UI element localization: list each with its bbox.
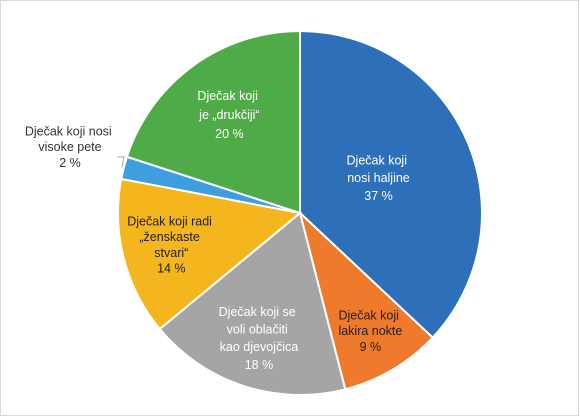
pie-slice xyxy=(158,211,347,396)
slice-label: Dječak koji nosi visoke pete xyxy=(25,125,115,155)
slice-label-line: „ženskaste xyxy=(139,231,203,245)
value-label: 18 % xyxy=(245,358,274,372)
slice-label-line: Dječak koji xyxy=(347,154,411,168)
slice-label-line: kao djevojčica xyxy=(220,340,299,354)
slice-label-line: nosi haljine xyxy=(347,171,410,185)
value-label: 14 % xyxy=(157,262,186,276)
slice-label-line: lakira nokte xyxy=(338,324,402,338)
slice-label: Dječak koji lakira nokte xyxy=(338,309,402,339)
slice-label-line: Dječak koji se xyxy=(219,305,300,319)
slice-label-line: Dječak koji xyxy=(338,309,402,323)
slice-label-line: je „drukčiji“ xyxy=(198,108,259,122)
slice-label: Dječak koji se voli oblačiti kao djevojč… xyxy=(219,305,300,354)
pie-slice xyxy=(117,177,303,331)
value-label: 9 % xyxy=(360,340,382,354)
slice-label: Dječak koji nosi haljine xyxy=(347,154,411,186)
slice-label-line: visoke pete xyxy=(38,140,101,154)
slice-label: Dječak koji radi „ženskaste stvari“ xyxy=(127,215,215,260)
slice-label-line: Dječak koji radi xyxy=(127,215,215,229)
pie-slice xyxy=(298,209,435,391)
leader-line xyxy=(117,156,125,168)
slice-label-line: voli oblačiti xyxy=(227,323,292,337)
value-label: 20 % xyxy=(215,127,244,141)
slice-label-line: Dječak koji nosi xyxy=(25,125,115,139)
pie-slice xyxy=(299,29,483,340)
value-label: 2 % xyxy=(59,156,81,170)
pie-slice xyxy=(125,29,301,215)
slice-label-line: Dječak koji xyxy=(197,89,261,103)
value-label: 37 % xyxy=(364,189,393,203)
slice-label: Dječak koji je „drukčiji“ xyxy=(197,89,261,122)
slice-label-line: stvari“ xyxy=(154,246,188,260)
